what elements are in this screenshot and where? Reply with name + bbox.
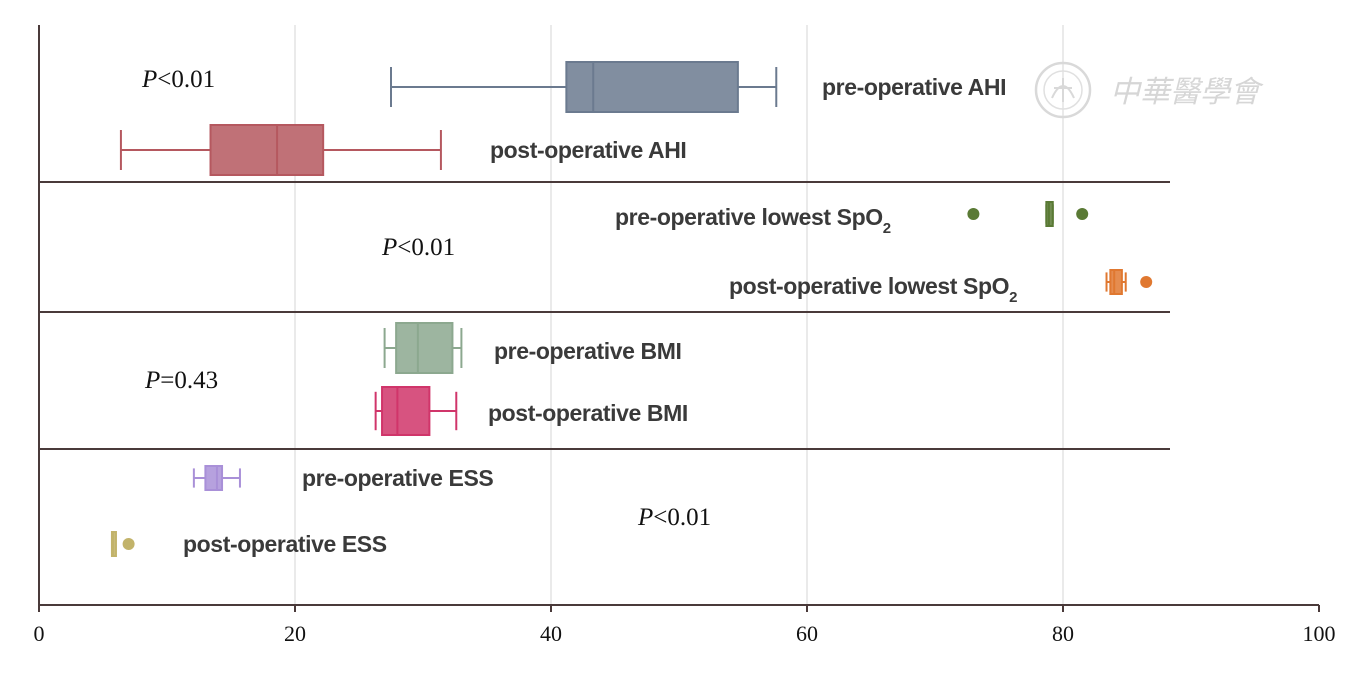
series-label: pre-operative ESS bbox=[302, 465, 493, 491]
series-label: pre-operative AHI bbox=[822, 74, 1006, 100]
box-series-3-0 bbox=[192, 465, 241, 491]
box bbox=[395, 322, 454, 374]
p-value-label: P<0.01 bbox=[381, 234, 455, 261]
watermark-text: 中華醫學會 bbox=[1110, 75, 1264, 110]
box-series-2-1 bbox=[374, 386, 458, 436]
box bbox=[1109, 269, 1123, 295]
outlier-point bbox=[122, 538, 135, 550]
series-label: post-operative BMI bbox=[488, 400, 688, 426]
box-series-1-0 bbox=[967, 201, 1089, 227]
x-axis: 0 20 40 60 80 100 bbox=[34, 25, 1336, 646]
p-value-label: P<0.01 bbox=[637, 504, 711, 531]
box-series-1-1 bbox=[1105, 269, 1153, 295]
outlier-point bbox=[967, 208, 980, 220]
series-label: post-operative ESS bbox=[183, 531, 387, 557]
box bbox=[565, 61, 739, 113]
x-tick-label: 100 bbox=[1303, 621, 1336, 646]
x-tick-label: 20 bbox=[284, 621, 306, 646]
box-series bbox=[110, 61, 1153, 557]
group-separators bbox=[39, 181, 1170, 450]
x-tick-label: 60 bbox=[796, 621, 818, 646]
box-series-3-1 bbox=[110, 531, 135, 557]
box-series-2-0 bbox=[383, 322, 463, 374]
x-tick-label: 80 bbox=[1052, 621, 1074, 646]
box bbox=[209, 124, 325, 176]
series-label: pre-operative lowest SpO2 bbox=[615, 204, 891, 237]
series-label: post-operative AHI bbox=[490, 137, 686, 163]
box bbox=[204, 465, 224, 491]
outlier-point bbox=[1076, 208, 1089, 220]
box-series-0-0 bbox=[390, 61, 778, 113]
series-label: pre-operative BMI bbox=[494, 338, 681, 364]
p-value-label: P<0.01 bbox=[141, 66, 215, 93]
series-label: post-operative lowest SpO2 bbox=[729, 273, 1017, 306]
box-series-0-1 bbox=[119, 124, 442, 176]
p-value-labels: P<0.01 P<0.01 P=0.43 P<0.01 bbox=[141, 66, 711, 531]
outlier-point bbox=[1140, 276, 1153, 288]
watermark: 中華醫學會 bbox=[1034, 61, 1264, 119]
x-tick-label: 0 bbox=[34, 621, 45, 646]
x-tick-label: 40 bbox=[540, 621, 562, 646]
box bbox=[381, 386, 431, 436]
p-value-label: P=0.43 bbox=[144, 367, 218, 394]
series-labels: pre-operative AHI post-operative AHI pre-o… bbox=[183, 74, 1018, 557]
watermark-seal-icon bbox=[1034, 61, 1092, 119]
gridlines bbox=[294, 25, 1064, 605]
